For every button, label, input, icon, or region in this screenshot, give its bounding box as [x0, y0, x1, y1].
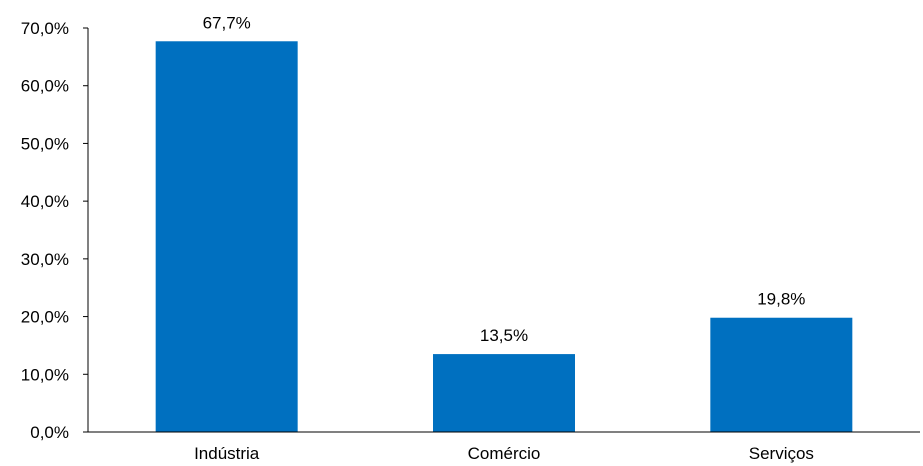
- y-tick-label: 30,0%: [21, 250, 69, 269]
- category-label-1: Indústria: [194, 444, 260, 463]
- y-tick-label: 20,0%: [21, 308, 69, 327]
- y-tick-label: 40,0%: [21, 192, 69, 211]
- category-labels: Indústria Comércio Serviços: [194, 444, 814, 463]
- data-label-1: 67,7%: [203, 13, 251, 32]
- y-tick-label: 60,0%: [21, 77, 69, 96]
- bar-3: [710, 317, 853, 432]
- data-label-2: 13,5%: [480, 326, 528, 345]
- y-tick-label: 0,0%: [30, 423, 69, 442]
- y-tick-label: 50,0%: [21, 134, 69, 153]
- y-axis-ticks: 0,0% 10,0% 20,0% 30,0% 40,0% 50,0% 60,0% 70,0%: [21, 19, 88, 442]
- y-tick-label: 10,0%: [21, 365, 69, 384]
- category-label-3: Serviços: [749, 444, 814, 463]
- bar-2: [433, 354, 575, 432]
- data-label-3: 19,8%: [757, 290, 805, 309]
- y-tick-label: 70,0%: [21, 19, 69, 38]
- bars: [155, 41, 853, 432]
- category-label-2: Comércio: [468, 444, 541, 463]
- data-labels: 67,7% 13,5% 19,8%: [203, 13, 806, 345]
- bar-1: [155, 41, 298, 432]
